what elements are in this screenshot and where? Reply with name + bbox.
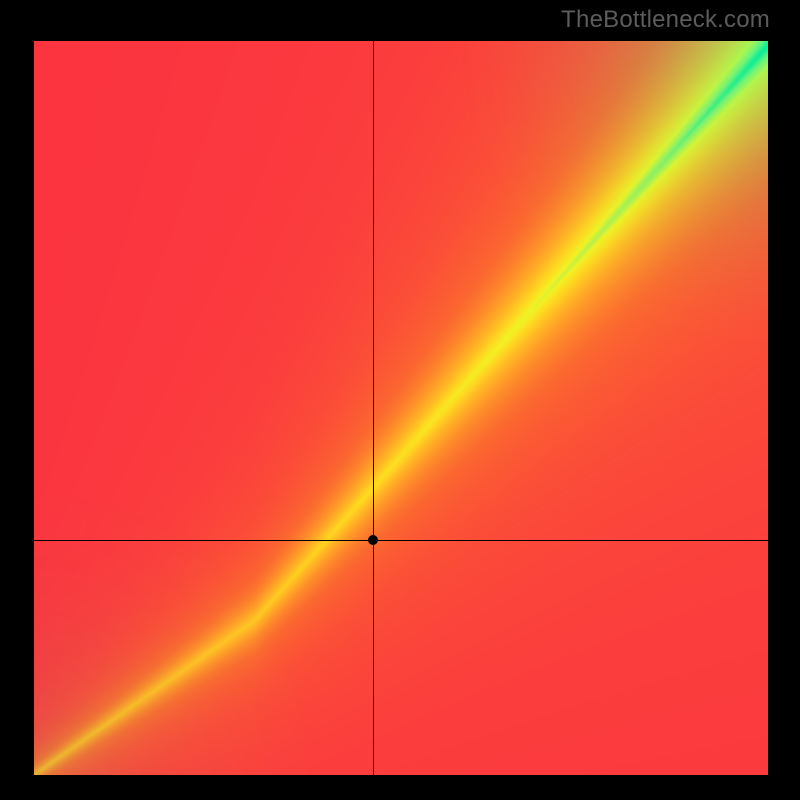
crosshair-marker: [368, 535, 378, 545]
crosshair-vertical: [373, 41, 374, 775]
heatmap-plot: [34, 41, 768, 775]
crosshair-horizontal: [34, 540, 768, 541]
watermark-text: TheBottleneck.com: [561, 6, 770, 34]
heatmap-canvas: [34, 41, 768, 775]
